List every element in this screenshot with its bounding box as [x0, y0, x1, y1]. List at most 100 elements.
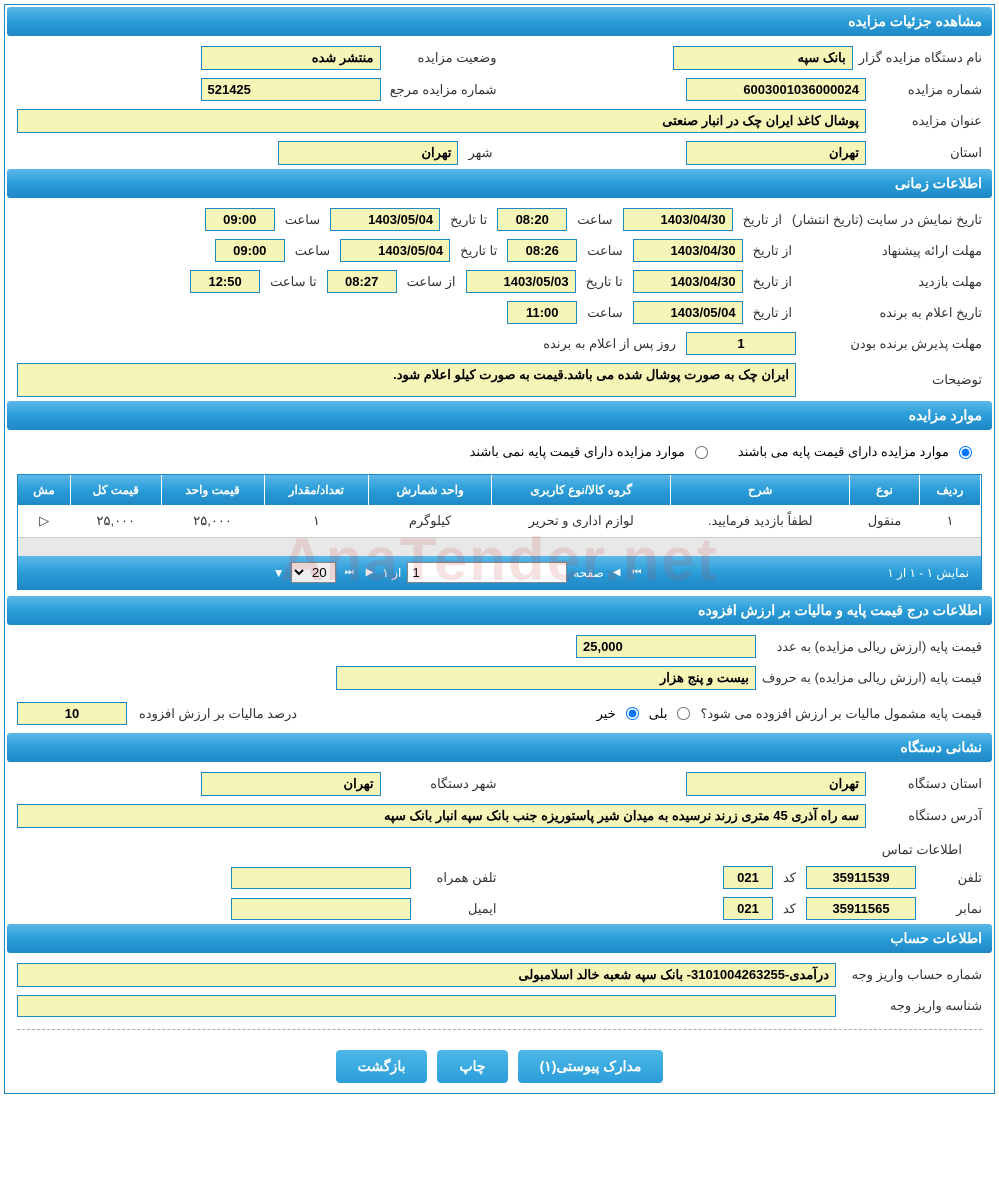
label-notes: توضیحات [802, 372, 982, 388]
field-offer-from-time: 08:26 [507, 239, 577, 262]
label-vat-q: قیمت پایه مشمول مالیات بر ارزش افزوده می… [700, 706, 982, 722]
pager-page-lbl: صفحه [573, 566, 603, 580]
td-total: ۲۵,۰۰۰ [70, 505, 161, 538]
items-table: ردیف نوع شرح گروه کالا/نوع کاربری واحد ش… [18, 475, 981, 538]
lbl-from-date-1: از تاریخ [739, 212, 786, 228]
back-button[interactable]: بازگشت [336, 1050, 428, 1083]
pager-of-lbl: از ۱ [382, 566, 401, 580]
field-announce-date: 1403/05/04 [633, 301, 743, 324]
section-header-items: موارد مزایده [7, 401, 992, 430]
pager-next-icon[interactable]: ▶ [363, 567, 377, 578]
label-org-address: آدرس دستگاه [872, 808, 982, 824]
label-auction-no: شماره مزایده [872, 82, 982, 98]
field-offer-to-time: 09:00 [215, 239, 285, 262]
field-base-num: 25,000 [576, 635, 756, 658]
td-more[interactable]: ▷ [18, 505, 70, 538]
label-pay-id: شناسه واریز وجه [842, 998, 982, 1014]
label-accept: مهلت پذیرش برنده بودن [802, 336, 982, 352]
lbl-hour-4: ساعت [291, 243, 334, 259]
row-title: عنوان مزایده پوشال کاغذ ایران چک در انبا… [7, 105, 992, 137]
label-phone-code: کد [779, 870, 800, 886]
th-type: نوع [850, 475, 920, 505]
label-title: عنوان مزایده [872, 113, 982, 129]
field-publish-from-date: 1403/04/30 [623, 208, 733, 231]
th-group: گروه کالا/نوع کاربری [492, 475, 671, 505]
row-offer: مهلت ارائه پیشنهاد از تاریخ 1403/04/30 س… [7, 235, 992, 266]
lbl-to-date-3: تا تاریخ [582, 274, 627, 290]
label-org: نام دستگاه مزایده گزار [859, 50, 982, 66]
td-group: لوازم اداری و تحریر [492, 505, 671, 538]
th-unit-price: قیمت واحد [161, 475, 264, 505]
row-fax: نمابر 35911565 کد 021 ایمیل [7, 893, 992, 924]
row-org-address: آدرس دستگاه سه راه آذری 45 متری زرند نرس… [7, 800, 992, 832]
radio-vat-no-label: خیر [597, 706, 616, 722]
button-row: مدارک پیوستی(۱) چاپ بازگشت [7, 1038, 992, 1091]
row-pay-id: شناسه واریز وجه [7, 991, 992, 1021]
row-announce: تاریخ اعلام به برنده از تاریخ 1403/05/04… [7, 297, 992, 328]
field-base-text: بیست و پنج هزار [336, 666, 756, 690]
label-email: ایمیل [417, 901, 497, 917]
label-mobile: تلفن همراه [417, 870, 497, 886]
radio-vat-no[interactable]: خیر [597, 706, 639, 722]
attachments-button[interactable]: مدارک پیوستی(۱) [518, 1050, 664, 1083]
label-phone: تلفن [922, 870, 982, 886]
field-notes: ایران چک به صورت پوشال شده می باشد.قیمت … [17, 363, 796, 397]
divider [17, 1029, 982, 1030]
pager-perpage-select[interactable]: 20 [291, 562, 336, 583]
radio-no-base[interactable]: موارد مزایده دارای قیمت پایه نمی باشند [470, 444, 708, 460]
label-ref-no: شماره مزایده مرجع [387, 82, 497, 98]
radio-vat-yes-label: بلی [649, 706, 668, 722]
label-accept-suffix: روز پس از اعلام به برنده [539, 336, 680, 352]
field-city: تهران [278, 141, 458, 165]
radio-vat-yes-input[interactable] [677, 707, 690, 720]
field-publish-from-time: 08:20 [497, 208, 567, 231]
section-header-time: اطلاعات زمانی [7, 169, 992, 198]
field-org-address: سه راه آذری 45 متری زرند نرسیده به میدان… [17, 804, 866, 828]
table-scroll-strip[interactable] [18, 538, 981, 556]
td-unit-price: ۲۵,۰۰۰ [161, 505, 264, 538]
label-vat-pct: درصد مالیات بر ارزش افزوده [135, 706, 301, 722]
lbl-to-date-2: تا تاریخ [456, 243, 501, 259]
radio-no-base-label: موارد مزایده دارای قیمت پایه نمی باشند [470, 444, 685, 460]
label-org-city: شهر دستگاه [387, 776, 497, 792]
label-offer: مهلت ارائه پیشنهاد [802, 243, 982, 259]
field-org: بانک سپه [673, 46, 853, 70]
row-org-status: نام دستگاه مزایده گزار بانک سپه وضعیت مز… [7, 42, 992, 74]
lbl-from-hour: از ساعت [403, 274, 460, 290]
label-org-province: استان دستگاه [872, 776, 982, 792]
td-desc: لطفاً بازدید فرمایید. [671, 505, 850, 538]
row-publish: تاریخ نمایش در سایت (تاریخ انتشار) از تا… [7, 204, 992, 235]
pager-first-icon[interactable]: ⏮ [629, 567, 644, 578]
field-mobile [231, 867, 411, 889]
lbl-hour-5: ساعت [583, 305, 626, 321]
lbl-from-date-2: از تاریخ [749, 243, 796, 259]
pager-page-input[interactable] [407, 562, 567, 583]
row-org-loc: استان دستگاه تهران شهر دستگاه تهران [7, 768, 992, 800]
print-button[interactable]: چاپ [437, 1050, 507, 1083]
contact-title: اطلاعات تماس [7, 832, 992, 862]
radio-has-base-input[interactable] [959, 446, 972, 459]
field-ref-no: 521425 [201, 78, 381, 101]
radio-vat-no-input[interactable] [626, 707, 639, 720]
field-visit-to-hour: 12:50 [190, 270, 260, 293]
row-accept: مهلت پذیرش برنده بودن 1 روز پس از اعلام … [7, 328, 992, 359]
field-province: تهران [686, 141, 866, 165]
pager-prev-icon[interactable]: ◀ [610, 567, 624, 578]
pager-last-icon[interactable]: ⏭ [342, 567, 357, 578]
field-auction-no: 6003001036000024 [686, 78, 866, 101]
field-announce-time: 11:00 [507, 301, 577, 324]
field-fax-code: 021 [723, 897, 773, 920]
radio-has-base[interactable]: موارد مزایده دارای قیمت پایه می باشند [738, 444, 972, 460]
label-base-text: قیمت پایه (ارزش ریالی مزایده) به حروف [762, 670, 982, 686]
field-publish-to-date: 1403/05/04 [330, 208, 440, 231]
radio-no-base-input[interactable] [695, 446, 708, 459]
td-type: منقول [850, 505, 920, 538]
label-visit: مهلت بازدید [802, 274, 982, 290]
radio-vat-yes[interactable]: بلی [649, 706, 691, 722]
lbl-hour-3: ساعت [583, 243, 626, 259]
field-email [231, 898, 411, 920]
lbl-to-date-1: تا تاریخ [446, 212, 491, 228]
lbl-to-hour: تا ساعت [266, 274, 321, 290]
field-visit-from-date: 1403/04/30 [633, 270, 743, 293]
field-offer-to-date: 1403/05/04 [340, 239, 450, 262]
